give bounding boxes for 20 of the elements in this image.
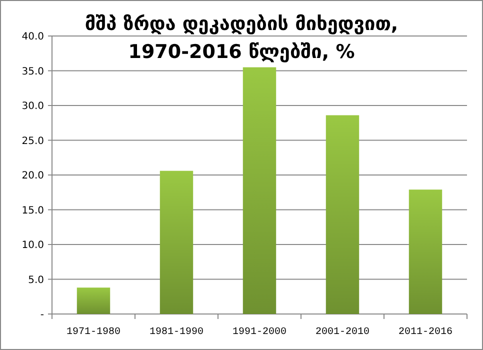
bar (242, 67, 276, 314)
x-tick-label: 1971-1980 (66, 327, 121, 338)
y-tick-label: 35.0 (22, 66, 44, 78)
bar (408, 190, 442, 314)
bar (326, 115, 360, 314)
x-tick-label: 1981-1990 (149, 327, 204, 338)
y-tick-label: 20.0 (22, 170, 44, 182)
y-tick-label: 40.0 (22, 32, 44, 42)
x-tick-label: 2011-2016 (398, 327, 453, 338)
y-tick-label: - (40, 310, 44, 320)
y-tick-label: 30.0 (22, 101, 44, 112)
y-tick-label: 10.0 (22, 240, 44, 251)
chart-title: მშპ ზრდა დეკადების მიხედვით, 1970-2016 წლებში, % (84, 13, 398, 63)
bar (76, 288, 110, 314)
y-tick-label: 5.0 (28, 274, 44, 286)
y-tick-label: 25.0 (22, 136, 44, 147)
y-tick-label: 15.0 (22, 205, 44, 216)
x-tick-label: 2001-2010 (315, 327, 370, 338)
x-tick-label: 1991-2000 (232, 327, 287, 338)
bar (160, 170, 194, 314)
